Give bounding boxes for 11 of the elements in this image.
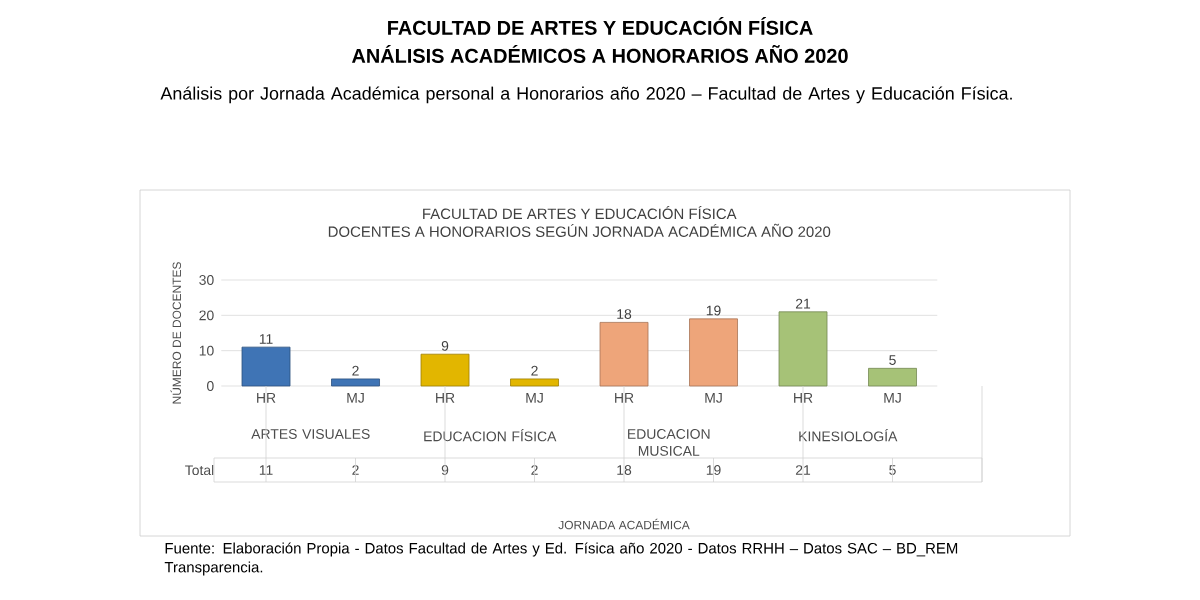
bar [331, 378, 380, 387]
bar [599, 322, 649, 387]
bar [241, 346, 291, 387]
bar [420, 353, 470, 387]
bar [868, 367, 917, 387]
text: Análisis por Jornada Académica personal a Honorarios año 2020 – Facultad de Artes y Educación Física. [160, 86, 1012, 104]
bar [778, 311, 828, 387]
bar [689, 318, 738, 387]
bar [510, 378, 559, 387]
text: ANÁLISIS ACADÉMICOS A HONORARIOS AÑO 2020 [351, 45, 848, 63]
text: FACULTAD DE ARTES Y EDUCACIÓN FÍSICA [388, 17, 813, 35]
